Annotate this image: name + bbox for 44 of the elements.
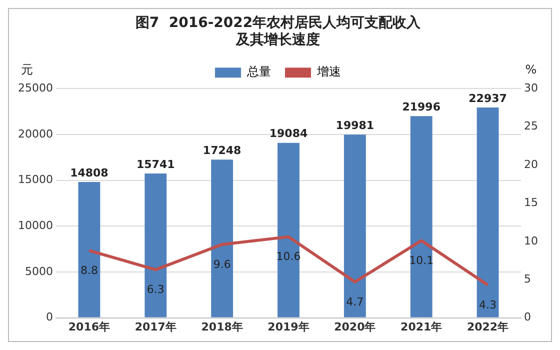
bar	[476, 108, 499, 318]
x-tick-label: 2016年	[68, 320, 110, 334]
y2-tick-label: 30	[524, 81, 538, 94]
y-axis-title: 元	[21, 62, 33, 77]
bar	[211, 160, 234, 318]
y-tick-label: 25000	[18, 81, 53, 94]
data-label: 8.8	[80, 264, 98, 277]
data-label: 19981	[336, 118, 374, 132]
data-label: 19084	[269, 127, 308, 140]
y-tick-label: 10000	[18, 218, 53, 232]
data-label: 17248	[202, 144, 242, 158]
x-tick-label: 2019年	[268, 320, 310, 334]
x-tick-label: 2021年	[400, 320, 442, 334]
y2-tick-label: 15	[524, 196, 538, 210]
y2-tick-label: 5	[524, 272, 532, 286]
legend-label: 增速	[316, 64, 341, 79]
data-label: 4.7	[346, 295, 364, 308]
data-label: 22937	[468, 92, 507, 105]
data-label: 9.6	[213, 258, 231, 271]
data-label: 6.3	[146, 283, 164, 296]
bar	[344, 134, 366, 318]
y-tick-label: 20000	[18, 127, 53, 140]
x-tick-label: 2017年	[134, 320, 176, 334]
y2-axis-title: %	[525, 62, 537, 77]
y2-tick-label: 25	[524, 120, 538, 133]
legend-label: 总量	[246, 64, 271, 79]
y-tick-label: 0	[46, 310, 53, 324]
data-label: 21996	[402, 100, 441, 114]
x-tick-label: 2022年	[466, 320, 509, 334]
bar	[144, 173, 167, 318]
chart-title: 图7 2016-2022年农村居民人均可支配收入及其增长速度	[135, 15, 422, 48]
x-tick-label: 2018年	[201, 320, 243, 334]
data-label: 4.3	[479, 298, 497, 312]
bar	[410, 116, 432, 318]
bar	[278, 142, 300, 318]
y2-tick-label: 0	[524, 310, 532, 324]
bar	[78, 182, 100, 318]
y2-tick-label: 10	[524, 234, 538, 248]
data-label: 15741	[136, 158, 175, 171]
y-tick-label: 15000	[18, 173, 53, 186]
y2-tick-label: 20	[524, 158, 538, 171]
data-label: 14808	[70, 166, 108, 180]
x-tick-label: 2020年	[334, 320, 376, 334]
y-tick-label: 5000	[24, 264, 53, 278]
